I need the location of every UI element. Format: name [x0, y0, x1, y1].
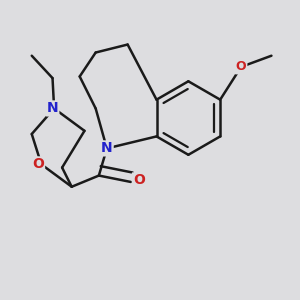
- Text: O: O: [32, 158, 44, 171]
- Text: N: N: [47, 101, 58, 116]
- Text: O: O: [133, 173, 145, 188]
- Text: N: N: [101, 141, 113, 155]
- Text: O: O: [236, 60, 246, 74]
